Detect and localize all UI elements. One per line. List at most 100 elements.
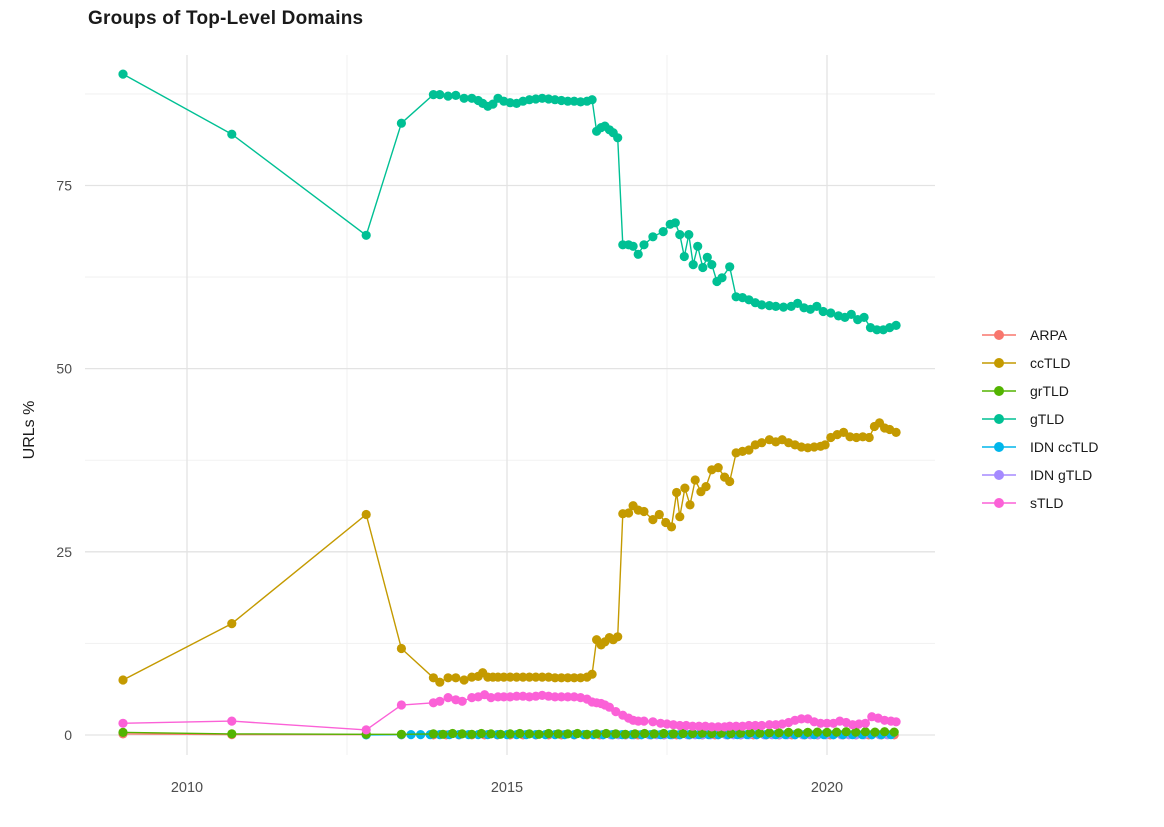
legend-label: gTLD — [1030, 411, 1065, 427]
data-point — [396, 643, 406, 654]
data-point — [227, 716, 237, 726]
data-point — [793, 728, 803, 738]
data-point — [648, 515, 658, 525]
data-point — [515, 728, 525, 739]
data-point — [707, 722, 717, 732]
data-point — [467, 729, 477, 739]
data-point — [227, 619, 237, 629]
legend: ARPA ccTLD grTLD gTLD IDN ccTLD IDN gTLD sTLD — [982, 321, 1098, 517]
data-point — [531, 672, 541, 682]
data-point — [457, 696, 467, 706]
data-point — [604, 702, 615, 712]
data-point — [227, 729, 237, 739]
data-point — [688, 728, 698, 739]
data-point — [633, 249, 643, 259]
data-point — [880, 727, 890, 737]
data-point — [680, 483, 690, 493]
data-point — [624, 508, 634, 518]
data-point — [826, 308, 836, 318]
data-point — [864, 432, 874, 443]
data-point — [396, 700, 406, 710]
data-point — [803, 727, 813, 738]
data-point — [731, 721, 741, 731]
data-point — [639, 506, 649, 517]
legend-key-icon — [982, 470, 1016, 480]
data-point — [459, 675, 469, 685]
data-point — [620, 729, 631, 739]
data-point — [860, 718, 871, 728]
legend-entry-grtld: grTLD — [982, 377, 1098, 405]
data-point — [688, 260, 698, 270]
legend-key-dot — [994, 358, 1004, 368]
legend-entry-gtld: gTLD — [982, 405, 1098, 433]
data-point — [476, 728, 486, 739]
data-point — [459, 93, 469, 103]
data-point — [725, 476, 735, 487]
data-point — [118, 727, 128, 738]
data-point — [679, 251, 689, 262]
data-point — [630, 729, 640, 739]
data-point — [451, 90, 461, 100]
data-point — [435, 90, 445, 100]
data-point — [592, 729, 602, 739]
data-point — [556, 692, 567, 702]
data-point — [435, 696, 445, 706]
data-point — [771, 301, 781, 311]
data-point — [859, 312, 869, 322]
data-point — [396, 118, 406, 128]
data-point — [396, 729, 406, 739]
data-point — [639, 716, 649, 726]
data-point — [611, 729, 621, 739]
data-point — [822, 718, 832, 728]
data-point — [764, 720, 775, 730]
legend-key-icon — [982, 414, 1016, 424]
data-point — [668, 729, 679, 739]
data-point — [654, 509, 664, 520]
data-point — [550, 673, 560, 683]
data-point — [745, 728, 755, 738]
legend-label: ccTLD — [1030, 355, 1071, 371]
data-point — [774, 728, 784, 738]
data-point — [757, 300, 767, 310]
legend-entry-cctld: ccTLD — [982, 349, 1098, 377]
data-point — [891, 717, 901, 727]
data-point — [675, 720, 685, 731]
x-tick-label: 2015 — [491, 780, 523, 796]
data-point — [518, 672, 528, 682]
legend-label: ARPA — [1030, 327, 1068, 343]
data-point — [640, 728, 650, 739]
data-point — [726, 728, 736, 739]
legend-entry-idn-gtld: IDN gTLD — [982, 461, 1098, 489]
data-point — [563, 673, 573, 683]
data-point — [611, 707, 621, 717]
data-point — [118, 718, 128, 728]
legend-key-icon — [982, 330, 1016, 340]
data-point — [524, 672, 535, 682]
y-tick-label: 75 — [56, 177, 72, 193]
data-point — [812, 727, 823, 737]
data-point — [613, 133, 623, 143]
data-point — [511, 672, 522, 682]
data-point — [889, 727, 899, 737]
legend-label: IDN gTLD — [1030, 467, 1093, 483]
data-point — [778, 302, 789, 312]
data-point — [764, 728, 775, 738]
data-point — [678, 728, 688, 739]
data-point — [648, 717, 658, 727]
data-point — [587, 669, 597, 679]
legend-key-icon — [982, 442, 1016, 452]
data-point — [701, 482, 711, 492]
data-point — [587, 95, 597, 105]
data-point — [658, 227, 668, 237]
data-point — [486, 693, 496, 703]
data-point — [690, 475, 700, 485]
data-point — [684, 230, 694, 240]
data-point — [534, 729, 544, 739]
data-point — [872, 325, 882, 335]
legend-label: sTLD — [1030, 495, 1064, 511]
data-point — [744, 445, 754, 455]
data-point — [793, 298, 803, 308]
data-point — [457, 729, 467, 739]
y-tick-label: 25 — [56, 544, 72, 560]
